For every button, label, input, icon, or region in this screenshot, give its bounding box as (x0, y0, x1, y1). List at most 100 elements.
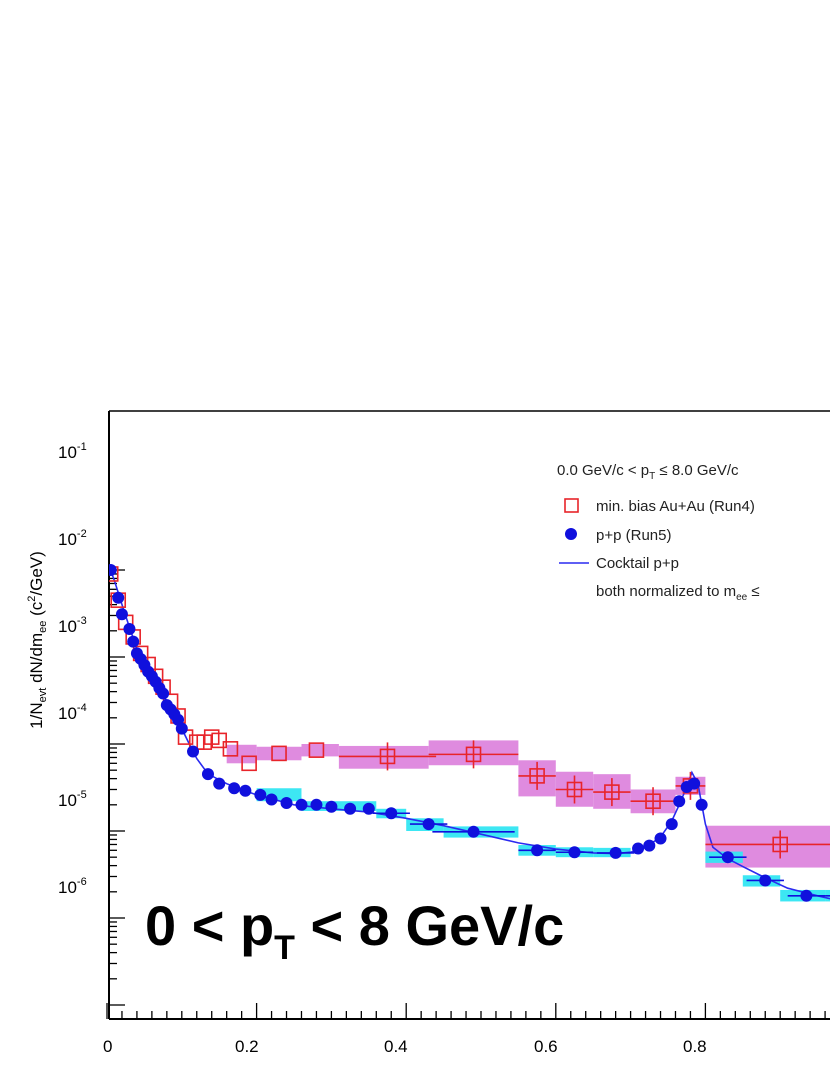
pp-marker (362, 802, 375, 815)
y-tick-label: 10-3 (58, 615, 87, 636)
pp-marker (239, 784, 252, 797)
auau-marker (645, 793, 661, 810)
auau-point (241, 755, 257, 772)
auau-point (555, 775, 594, 804)
pp-point (239, 784, 252, 797)
y-tick-base: 10 (58, 617, 77, 636)
y-tick-label: 10-4 (58, 702, 87, 723)
pp-point (372, 807, 410, 820)
pp-point (310, 798, 323, 811)
pp-point (632, 842, 645, 855)
auau-point (630, 787, 676, 816)
pp-point (127, 635, 140, 648)
auau-point (518, 761, 556, 790)
pp-marker (228, 782, 241, 795)
x-tick-labels: 0 0.2 0.4 0.6 0.8 (103, 1037, 707, 1056)
pp-point (115, 608, 128, 621)
pp-marker (721, 851, 734, 864)
auau-marker (271, 745, 287, 762)
pp-marker (695, 798, 708, 811)
pp-marker (187, 745, 200, 758)
pp-marker (157, 687, 170, 700)
pp-point (295, 798, 308, 811)
pp-marker (254, 788, 267, 801)
pp-marker (175, 722, 188, 735)
auau-marker (211, 732, 227, 749)
y-tick-label: 10-1 (58, 441, 87, 462)
y-axis-label: 1/Nevt dN/dmee (c2/GeV) (26, 551, 49, 729)
pp-point (654, 832, 667, 845)
pp-point (555, 846, 594, 859)
legend-header: 0.0 GeV/c < pT ≤ 8.0 GeV/c (557, 462, 739, 482)
x-tick-label: 0.2 (235, 1037, 259, 1056)
pt-range-annotation: 0 < pT < 8 GeV/c (145, 894, 564, 967)
pp-marker (325, 800, 338, 813)
legend-auau-label: min. bias Au+Au (Run4) (596, 498, 755, 515)
pp-point (518, 844, 556, 857)
y-tick-labels: 10-1 10-2 10-3 10-4 10-5 10-6 (58, 441, 87, 897)
auau-point (211, 732, 227, 749)
pp-point (265, 793, 278, 806)
auau-marker (241, 755, 257, 772)
pp-marker (688, 777, 701, 790)
pp-sys-box (301, 801, 377, 811)
pp-marker (295, 798, 308, 811)
legend-pp-marker (565, 528, 577, 540)
pp-marker (643, 839, 656, 852)
pp-marker (344, 802, 357, 815)
pp-point (643, 839, 656, 852)
pp-point (709, 851, 747, 864)
auau-point (338, 742, 437, 771)
auau-point (222, 741, 239, 757)
pp-point (112, 591, 125, 604)
y-tick-exponent: -4 (77, 702, 87, 714)
y-tick-base: 10 (58, 530, 77, 549)
pp-point (157, 687, 170, 700)
legend-cocktail-label: Cocktail p+p (596, 555, 679, 572)
legend: 0.0 GeV/c < pT ≤ 8.0 GeV/c min. bias Au+… (557, 462, 760, 603)
axis-ticks (106, 569, 826, 1019)
legend-normalization-note: both normalized to mee ≤ (596, 583, 760, 603)
pp-marker (109, 564, 117, 576)
pp-marker (310, 798, 323, 811)
pp-marker (422, 818, 435, 831)
pp-marker (759, 874, 772, 887)
y-tick-exponent: -5 (77, 789, 87, 801)
auau-sys-box (256, 746, 302, 761)
y-tick-exponent: -2 (77, 528, 87, 540)
x-tick-label: 0.8 (683, 1037, 707, 1056)
pp-point (825, 894, 830, 897)
y-tick-label: 10-5 (58, 789, 87, 810)
y-tick-base: 10 (58, 443, 77, 462)
auau-point (271, 745, 287, 762)
pp-marker (115, 608, 128, 621)
pp-point (344, 802, 357, 815)
y-tick-base: 10 (58, 878, 77, 897)
pp-point (787, 889, 826, 902)
auau-sys-box (226, 744, 257, 764)
x-tick-label: 0 (103, 1037, 112, 1056)
auau-sys-box (301, 744, 339, 757)
pp-point (325, 800, 338, 813)
pp-marker (385, 807, 398, 820)
pp-point (432, 825, 515, 838)
legend-pp-label: p+p (Run5) (596, 527, 671, 544)
pp-point (746, 874, 784, 887)
x-tick-label: 0.4 (384, 1037, 408, 1056)
auau-point (705, 830, 830, 859)
pp-point (254, 788, 267, 801)
pp-point (673, 795, 686, 808)
auau-marker (772, 836, 789, 853)
pp-marker (201, 768, 214, 781)
pp-marker (467, 825, 480, 838)
x-tick-label: 0.6 (534, 1037, 558, 1056)
pp-marker (609, 846, 622, 859)
auau-marker (465, 746, 482, 763)
pp-marker (568, 846, 581, 859)
pp-marker (654, 832, 667, 845)
auau-marker (222, 741, 239, 757)
pp-point (109, 564, 117, 576)
pp-marker (531, 844, 544, 857)
pp-point (280, 796, 293, 809)
